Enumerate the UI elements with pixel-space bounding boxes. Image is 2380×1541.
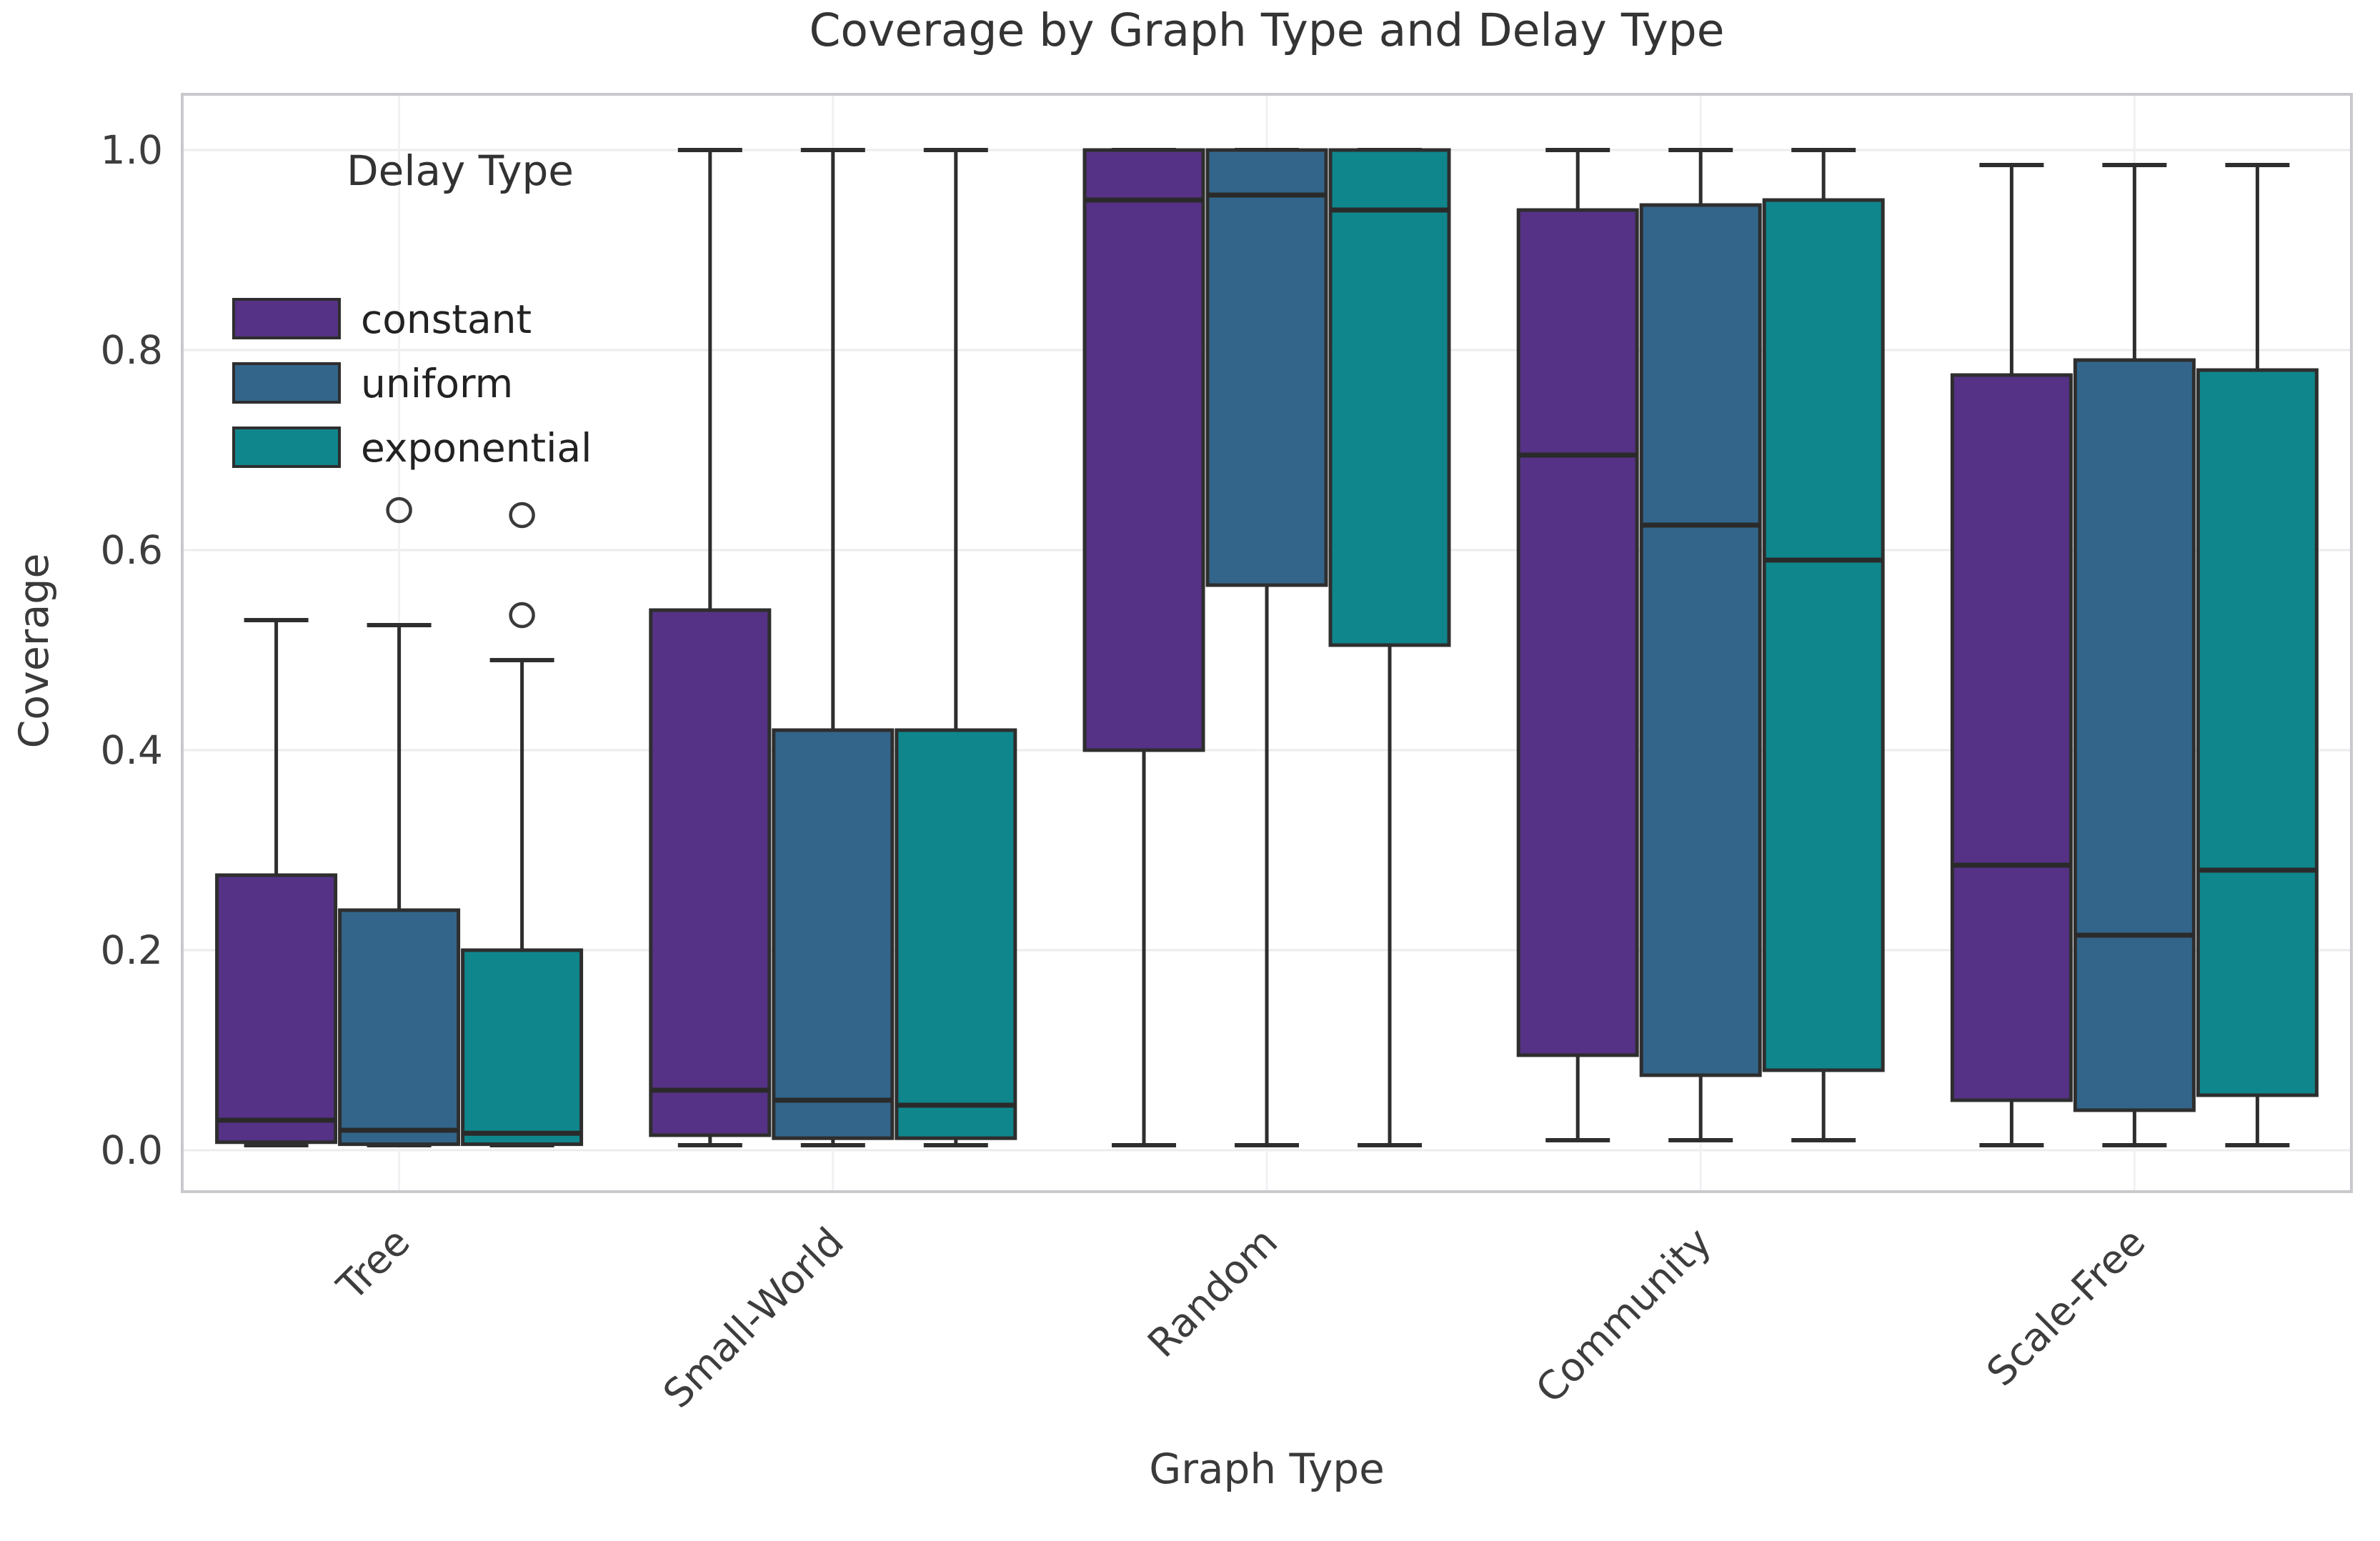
box-exponential bbox=[1762, 198, 1885, 1072]
legend-item-label: uniform bbox=[361, 361, 514, 407]
box-constant bbox=[649, 608, 772, 1137]
box-constant bbox=[215, 873, 338, 1144]
box-constant bbox=[1082, 148, 1205, 752]
box-exponential bbox=[1328, 148, 1451, 647]
y-tick-label: 0.4 bbox=[101, 727, 163, 773]
x-tick-label: Community bbox=[1527, 1219, 1720, 1412]
outlier-point bbox=[509, 602, 535, 629]
box-uniform bbox=[338, 908, 461, 1147]
legend-item-label: constant bbox=[361, 296, 532, 342]
box-exponential bbox=[2196, 368, 2319, 1097]
box-exponential bbox=[461, 948, 584, 1147]
box-uniform bbox=[1639, 203, 1762, 1077]
box-uniform bbox=[772, 728, 895, 1140]
axes-spines bbox=[181, 93, 2353, 1193]
box-uniform bbox=[2073, 358, 2196, 1112]
outlier-point bbox=[386, 497, 412, 524]
chart-title: Coverage by Graph Type and Delay Type bbox=[809, 4, 1725, 56]
x-tick-label: Random bbox=[1139, 1219, 1286, 1366]
legend-title: Delay Type bbox=[347, 146, 574, 195]
x-tick-label: Scale-Free bbox=[1978, 1219, 2154, 1395]
legend-swatch-exponential bbox=[232, 427, 341, 468]
x-tick-label: Tree bbox=[328, 1219, 419, 1310]
x-axis-label: Graph Type bbox=[1149, 1445, 1385, 1493]
y-tick-label: 0.0 bbox=[101, 1127, 163, 1173]
x-tick-label: Small-World bbox=[654, 1219, 852, 1417]
y-tick-label: 0.8 bbox=[101, 327, 163, 373]
box-constant bbox=[1950, 373, 2073, 1102]
legend-swatch-constant bbox=[232, 298, 341, 339]
y-tick-label: 1.0 bbox=[101, 127, 163, 173]
outlier-point bbox=[509, 502, 535, 529]
y-tick-label: 0.6 bbox=[101, 527, 163, 573]
box-constant bbox=[1516, 208, 1639, 1057]
box-uniform bbox=[1205, 148, 1328, 587]
legend-item-label: exponential bbox=[361, 425, 592, 471]
y-tick-label: 0.2 bbox=[101, 927, 163, 973]
box-exponential bbox=[895, 728, 1017, 1140]
legend-swatch-uniform bbox=[232, 362, 341, 404]
